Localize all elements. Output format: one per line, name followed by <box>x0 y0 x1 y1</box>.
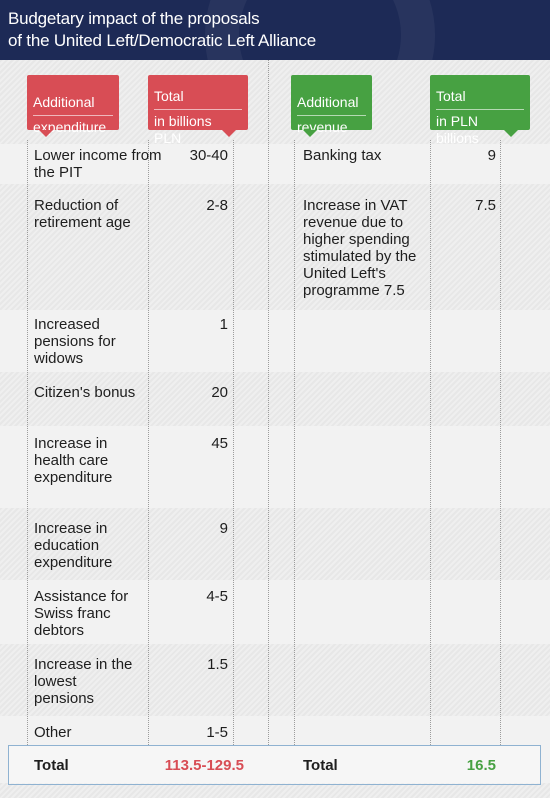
expenditure-item-label: Increased pensions for widows <box>34 316 116 367</box>
stripe-band-retirement <box>0 184 550 310</box>
expenditure-item-label: Lower income from the PIT <box>34 147 162 181</box>
revenue-total-label: Total <box>303 757 338 774</box>
column-guide <box>500 140 501 745</box>
stripe-band-pensions <box>0 644 550 716</box>
title-banner: Budgetary impact of the proposals of the… <box>0 0 550 60</box>
expenditure-item-value: 2-8 <box>206 197 228 214</box>
expenditure-item-label: Increase in the lowest pensions <box>34 656 133 707</box>
revenue-total-header-line1: Total <box>436 88 466 104</box>
expenditure-item-label: Increase in health care expenditure <box>34 435 113 486</box>
expenditure-total-value: 113.5-129.5 <box>164 757 244 774</box>
revenue-item-label: Increase in VAT revenue due to higher sp… <box>303 197 417 299</box>
expenditure-item-value: 45 <box>211 435 228 452</box>
expenditure-item-value: 1 <box>219 316 228 333</box>
revenue-item-value: 7.5 <box>475 197 496 214</box>
expenditure-item-value: 30-40 <box>189 147 228 164</box>
expenditure-item-value: 4-5 <box>206 588 228 605</box>
expenditure-total-header-line2: in billions PLN <box>154 109 242 147</box>
column-guide <box>430 140 431 745</box>
column-guide <box>233 140 234 745</box>
expenditure-item-value: 20 <box>211 384 228 401</box>
column-guide <box>294 140 295 745</box>
revenue-header: Additional revenue <box>291 75 372 137</box>
expenditure-item-label: Assistance for Swiss franc debtors <box>34 588 129 639</box>
expenditure-total-label: Total <box>34 757 69 774</box>
column-guide <box>27 140 28 745</box>
revenue-item-label: Banking tax <box>303 147 382 164</box>
stripe-band-footer <box>0 783 550 798</box>
expenditure-item-label: Increase in education expenditure <box>34 520 113 571</box>
tag-notch <box>504 130 518 137</box>
stripe-band-education <box>0 508 550 580</box>
expenditure-total-header-line1: Total <box>154 88 184 104</box>
column-divider <box>268 60 269 745</box>
title-line-2: of the United Left/Democratic Left Allia… <box>8 31 316 50</box>
totals-box <box>8 745 541 785</box>
expenditure-header-line1: Additional <box>33 94 95 110</box>
revenue-item-value: 9 <box>487 147 496 164</box>
revenue-total-header: Total in PLN billions <box>430 75 530 146</box>
tag-notch <box>39 130 53 137</box>
expenditure-item-value: 9 <box>219 520 228 537</box>
column-guide <box>148 140 149 745</box>
expenditure-item-label: Other <box>34 724 72 741</box>
tag-notch <box>303 130 317 137</box>
tag-notch <box>222 130 236 137</box>
expenditure-item-value: 1.5 <box>207 656 228 673</box>
page-title: Budgetary impact of the proposals of the… <box>8 8 316 52</box>
stripe-band-bonus <box>0 372 550 426</box>
revenue-total-header-line2: in PLN billions <box>436 109 524 147</box>
revenue-header-line1: Additional <box>297 94 359 110</box>
revenue-total-value: 16.5 <box>466 757 496 774</box>
expenditure-item-label: Reduction of retirement age <box>34 197 131 231</box>
title-line-1: Budgetary impact of the proposals <box>8 9 260 28</box>
expenditure-header: Additional expenditure <box>27 75 119 137</box>
logo-watermark <box>205 0 435 60</box>
expenditure-item-label: Citizen's bonus <box>34 384 136 401</box>
expenditure-item-value: 1-5 <box>206 724 228 741</box>
expenditure-total-header: Total in billions PLN <box>148 75 248 146</box>
